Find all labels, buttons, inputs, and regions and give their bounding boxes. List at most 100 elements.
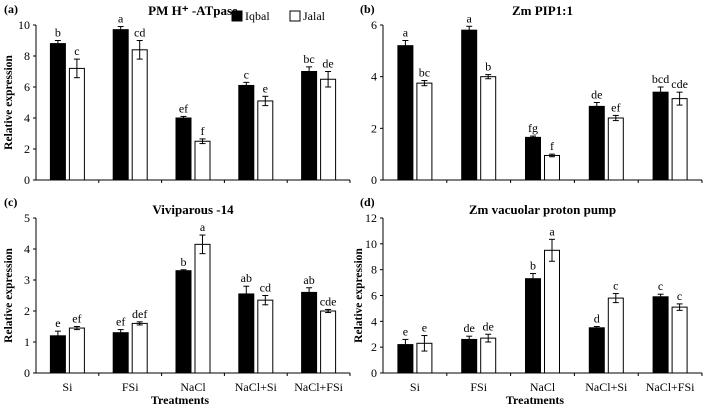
bar-iqbal bbox=[397, 45, 414, 181]
bar-jalal bbox=[257, 299, 274, 374]
panel-label: (d) bbox=[360, 195, 375, 209]
bar-jalal bbox=[544, 154, 560, 181]
bar-iqbal bbox=[525, 136, 541, 181]
significance-label: de bbox=[483, 319, 494, 333]
significance-label: bc bbox=[303, 52, 314, 66]
category-label: NaCl bbox=[530, 380, 556, 394]
y-tick-label: 5 bbox=[24, 211, 30, 225]
bar-iqbal bbox=[652, 91, 669, 181]
significance-label: de bbox=[464, 321, 475, 335]
y-tick-label: 1 bbox=[24, 335, 30, 349]
significance-label: d bbox=[594, 312, 600, 326]
bar-jalal bbox=[416, 82, 433, 181]
bar-jalal bbox=[671, 98, 688, 181]
bar-iqbal bbox=[112, 332, 129, 374]
bar-jalal bbox=[320, 78, 337, 181]
category-label: NaCl bbox=[180, 380, 206, 394]
category-label: NaCl+FSi bbox=[294, 380, 343, 394]
legend-label: Jalal bbox=[303, 9, 326, 23]
bar-jalal bbox=[131, 49, 148, 181]
bar-jalal bbox=[68, 67, 85, 181]
significance-label: e bbox=[263, 81, 268, 95]
significance-label: ef bbox=[72, 312, 81, 326]
category-label: FSi bbox=[122, 380, 139, 394]
category-label: NaCl+Si bbox=[235, 380, 278, 394]
y-tick-label: 4 bbox=[24, 111, 30, 125]
significance-label: ab bbox=[241, 271, 252, 285]
significance-label: bcd bbox=[652, 72, 669, 86]
y-tick-label: 3 bbox=[24, 273, 30, 287]
legend: Iqbal Jalal bbox=[231, 9, 326, 23]
category-label: NaCl+Si bbox=[585, 380, 628, 394]
significance-label: ef bbox=[179, 101, 188, 115]
bar-jalal bbox=[320, 310, 337, 374]
y-tick-label: 0 bbox=[24, 366, 30, 380]
significance-label: c bbox=[658, 279, 663, 293]
significance-label: def bbox=[132, 307, 147, 321]
chart-title: Viviparous -14 bbox=[152, 202, 234, 217]
chart-title: Zm PIP1:1 bbox=[512, 3, 573, 18]
y-axis-title: Relative expression bbox=[353, 248, 365, 343]
bar-jalal bbox=[131, 322, 148, 374]
bar-jalal bbox=[68, 327, 85, 374]
panel-label: (a) bbox=[4, 2, 18, 16]
y-tick-label: 6 bbox=[371, 18, 377, 32]
significance-label: e bbox=[422, 321, 427, 335]
y-tick-label: 8 bbox=[24, 49, 30, 63]
significance-label: ef bbox=[611, 100, 620, 114]
y-tick-label: 2 bbox=[371, 340, 377, 354]
bar-iqbal bbox=[301, 71, 318, 181]
y-axis-title: Relative expression bbox=[3, 248, 15, 343]
significance-label: f bbox=[201, 124, 205, 138]
bar-jalal bbox=[607, 117, 624, 181]
chart-title: PM H⁺ -ATpase bbox=[148, 3, 238, 18]
y-tick-label: 4 bbox=[371, 314, 377, 328]
significance-label: cd bbox=[134, 26, 145, 40]
significance-label: c bbox=[677, 289, 682, 303]
significance-label: b bbox=[181, 255, 187, 269]
significance-label: a bbox=[118, 12, 124, 26]
significance-label: a bbox=[549, 224, 555, 238]
significance-label: cde bbox=[671, 77, 688, 91]
y-tick-label: 4 bbox=[371, 70, 377, 84]
y-tick-label: 0 bbox=[371, 173, 377, 187]
legend-label: Iqbal bbox=[245, 9, 270, 23]
bar-jalal bbox=[607, 297, 624, 374]
legend-swatch bbox=[231, 10, 243, 22]
bar-iqbal bbox=[652, 296, 669, 374]
significance-label: a bbox=[467, 11, 473, 25]
y-tick-label: 0 bbox=[371, 366, 377, 380]
x-axis-title-left: Treatments bbox=[151, 393, 210, 407]
significance-label: c bbox=[613, 279, 618, 293]
bar-iqbal bbox=[238, 84, 255, 181]
significance-label: e bbox=[403, 324, 408, 338]
significance-label: c bbox=[244, 67, 249, 81]
panel-label: (b) bbox=[360, 2, 375, 16]
bar-iqbal bbox=[461, 29, 478, 181]
y-tick-label: 6 bbox=[371, 289, 377, 303]
bar-jalal bbox=[257, 100, 274, 181]
significance-label: cd bbox=[260, 281, 271, 295]
y-tick-label: 10 bbox=[365, 237, 377, 251]
category-label: Si bbox=[62, 380, 73, 394]
significance-label: c bbox=[74, 44, 79, 58]
significance-label: b bbox=[55, 26, 61, 40]
significance-label: a bbox=[403, 26, 409, 40]
y-tick-label: 0 bbox=[24, 173, 30, 187]
y-tick-label: 2 bbox=[24, 142, 30, 156]
bar-jalal bbox=[544, 249, 560, 374]
bar-iqbal bbox=[175, 270, 192, 374]
y-tick-label: 8 bbox=[371, 263, 377, 277]
chart-title: Zm vacuolar proton pump bbox=[469, 202, 616, 217]
significance-label: cde bbox=[320, 294, 337, 308]
bar-jalal bbox=[194, 243, 211, 374]
y-tick-label: 12 bbox=[365, 211, 377, 225]
x-axis-title: Treatments Treatments bbox=[151, 393, 565, 407]
bar-iqbal bbox=[49, 43, 66, 181]
significance-label: bc bbox=[419, 66, 430, 80]
bar-iqbal bbox=[238, 293, 255, 374]
bar-iqbal bbox=[588, 327, 605, 374]
chart-panel-4: (d) Zm vacuolar proton pump Relative expre… bbox=[353, 195, 703, 394]
